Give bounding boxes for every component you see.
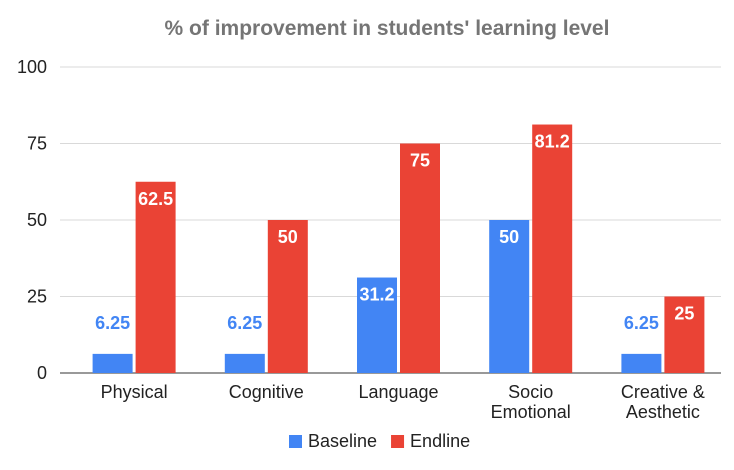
- data-label: 6.25: [227, 313, 262, 333]
- bar-baseline: [224, 353, 265, 373]
- bar-endline: [664, 296, 705, 373]
- legend-swatch-baseline: [289, 435, 302, 448]
- x-tick-label: Cognitive: [229, 382, 304, 402]
- data-label: 6.25: [624, 313, 659, 333]
- y-tick-label: 100: [17, 57, 47, 77]
- x-tick-label-line: Emotional: [491, 402, 571, 422]
- bars: [92, 124, 705, 373]
- x-tick-label-line: Aesthetic: [626, 402, 700, 422]
- y-tick-label: 50: [27, 210, 47, 230]
- bar-endline: [267, 220, 308, 373]
- data-label: 75: [410, 151, 430, 171]
- y-axis-ticks: 0 25 50 75 100: [17, 57, 47, 383]
- data-label: 31.2: [359, 285, 394, 305]
- x-tick-label-line: Physical: [101, 382, 168, 402]
- y-tick-label: 0: [37, 363, 47, 383]
- y-tick-label: 75: [27, 134, 47, 154]
- x-tick-label-line: Language: [358, 382, 438, 402]
- legend-label: Baseline: [308, 431, 377, 451]
- data-labels: 6.25 62.5 6.25 50 31.2 75 50 81.2 6.25 25: [95, 132, 694, 333]
- x-tick-label-line: Cognitive: [229, 382, 304, 402]
- data-label: 25: [674, 304, 694, 324]
- x-tick-label: Language: [358, 382, 438, 402]
- data-label: 62.5: [138, 189, 173, 209]
- y-tick-label: 25: [27, 287, 47, 307]
- data-label: 6.25: [95, 313, 130, 333]
- x-tick-label: Creative & Aesthetic: [621, 382, 705, 422]
- bar-endline: [532, 124, 573, 373]
- x-axis-ticks: Physical Cognitive Language Socio Emotional C…: [101, 382, 705, 422]
- x-tick-label: Physical: [101, 382, 168, 402]
- data-label: 50: [278, 227, 298, 247]
- chart-title: % of improvement in students' learning l…: [165, 17, 610, 40]
- legend: Baseline Endline: [289, 431, 470, 451]
- x-tick-label-line: Creative &: [621, 382, 705, 402]
- legend-label: Endline: [410, 431, 470, 451]
- legend-swatch-endline: [391, 435, 405, 448]
- x-tick-label-line: Socio: [508, 382, 553, 402]
- bar-baseline: [357, 277, 397, 373]
- bar-baseline: [621, 353, 662, 373]
- data-label: 81.2: [535, 132, 570, 152]
- bar-baseline: [489, 220, 530, 373]
- data-label: 50: [499, 227, 519, 247]
- x-tick-label: Socio Emotional: [491, 382, 571, 422]
- bar-baseline: [92, 353, 133, 373]
- bar-endline: [400, 143, 440, 373]
- bar-endline: [135, 181, 176, 373]
